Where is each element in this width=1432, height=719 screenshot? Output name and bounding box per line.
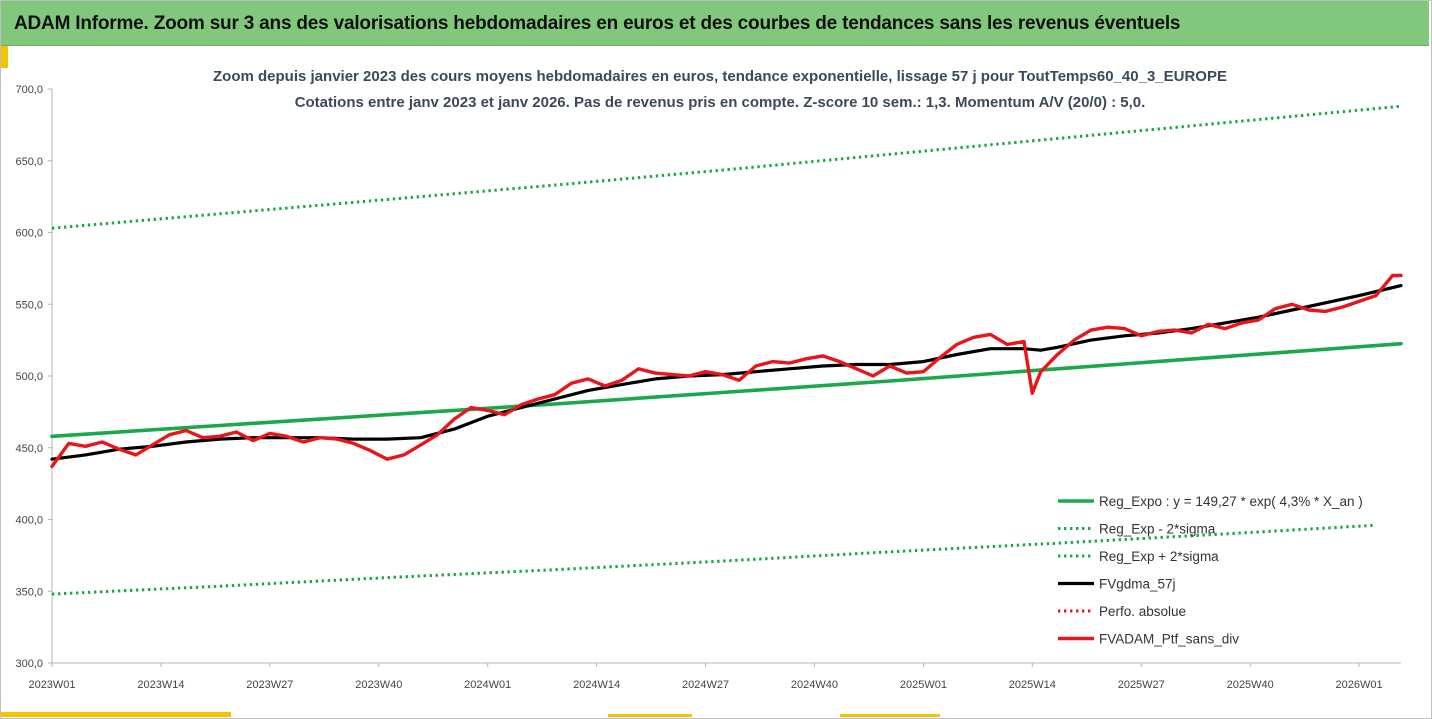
x-tick-label: 2024W14	[573, 679, 620, 691]
x-tick-label: 2026W01	[1336, 679, 1383, 691]
series-group	[50, 104, 1403, 596]
legend-label: FVgdma_57j	[1099, 577, 1176, 592]
gold-accent-left	[1, 46, 8, 68]
y-tick-label: 650,0	[15, 156, 43, 168]
x-tick-label: 2025W27	[1118, 679, 1165, 691]
chart-title-line2: Cotations entre janv 2023 et janv 2026. …	[295, 94, 1146, 111]
y-tick-label: 550,0	[15, 299, 43, 311]
legend: Reg_Expo : y = 149,27 * exp( 4,3% * X_an…	[1058, 494, 1363, 647]
gold-accent-bottom-2	[608, 714, 692, 717]
x-tick-label: 2023W27	[246, 679, 293, 691]
axes: 300,0 350,0 400,0 450,0 500,0 550,0 600,0 650,0…	[15, 84, 1401, 691]
x-tick-label: 2023W01	[28, 679, 75, 691]
series-line-reg-exp-2-sigma	[51, 523, 1376, 596]
y-tick-label: 450,0	[15, 443, 43, 455]
gold-accent-bottom	[1, 712, 231, 717]
legend-label: Reg_Exp + 2*sigma	[1099, 549, 1219, 564]
report-banner: ADAM Informe. Zoom sur 3 ans des valoris…	[1, 1, 1429, 46]
x-tick-label: 2025W14	[1009, 679, 1056, 691]
y-tick-label: 600,0	[15, 228, 43, 240]
legend-label: Reg_Expo : y = 149,27 * exp( 4,3% * X_an…	[1099, 494, 1363, 509]
x-tick-label: 2024W40	[791, 679, 838, 691]
series-line-reg-exp-2-sigma	[51, 104, 1402, 230]
legend-label: Reg_Exp - 2*sigma	[1099, 522, 1216, 537]
x-tick-label: 2025W01	[900, 679, 947, 691]
banner-title: ADAM Informe. Zoom sur 3 ans des valoris…	[14, 13, 1181, 34]
series-line-fvgdma-57j	[50, 284, 1403, 461]
legend-label: Perfo. absolue	[1099, 604, 1186, 619]
gold-accent-bottom-3	[840, 714, 940, 717]
series-line-fvadam-ptf-sans-div	[50, 273, 1403, 469]
series-line-reg-expo-y-149-27-exp-4-3-x-an	[50, 341, 1403, 439]
x-tick-label: 2023W14	[137, 679, 184, 691]
x-tick-label: 2024W27	[682, 679, 729, 691]
x-tick-label: 2024W01	[464, 679, 511, 691]
legend-label: FVADAM_Ptf_sans_div	[1099, 632, 1239, 647]
chart-title-line1: Zoom depuis janvier 2023 des cours moyen…	[213, 68, 1227, 85]
y-tick-label: 350,0	[15, 586, 43, 598]
x-tick-label: 2023W40	[355, 679, 402, 691]
y-tick-label: 400,0	[15, 515, 43, 527]
y-tick-label: 300,0	[15, 658, 43, 670]
x-tick-label: 2025W40	[1227, 679, 1274, 691]
y-tick-label: 500,0	[15, 371, 43, 383]
y-tick-label: 700,0	[15, 84, 43, 96]
